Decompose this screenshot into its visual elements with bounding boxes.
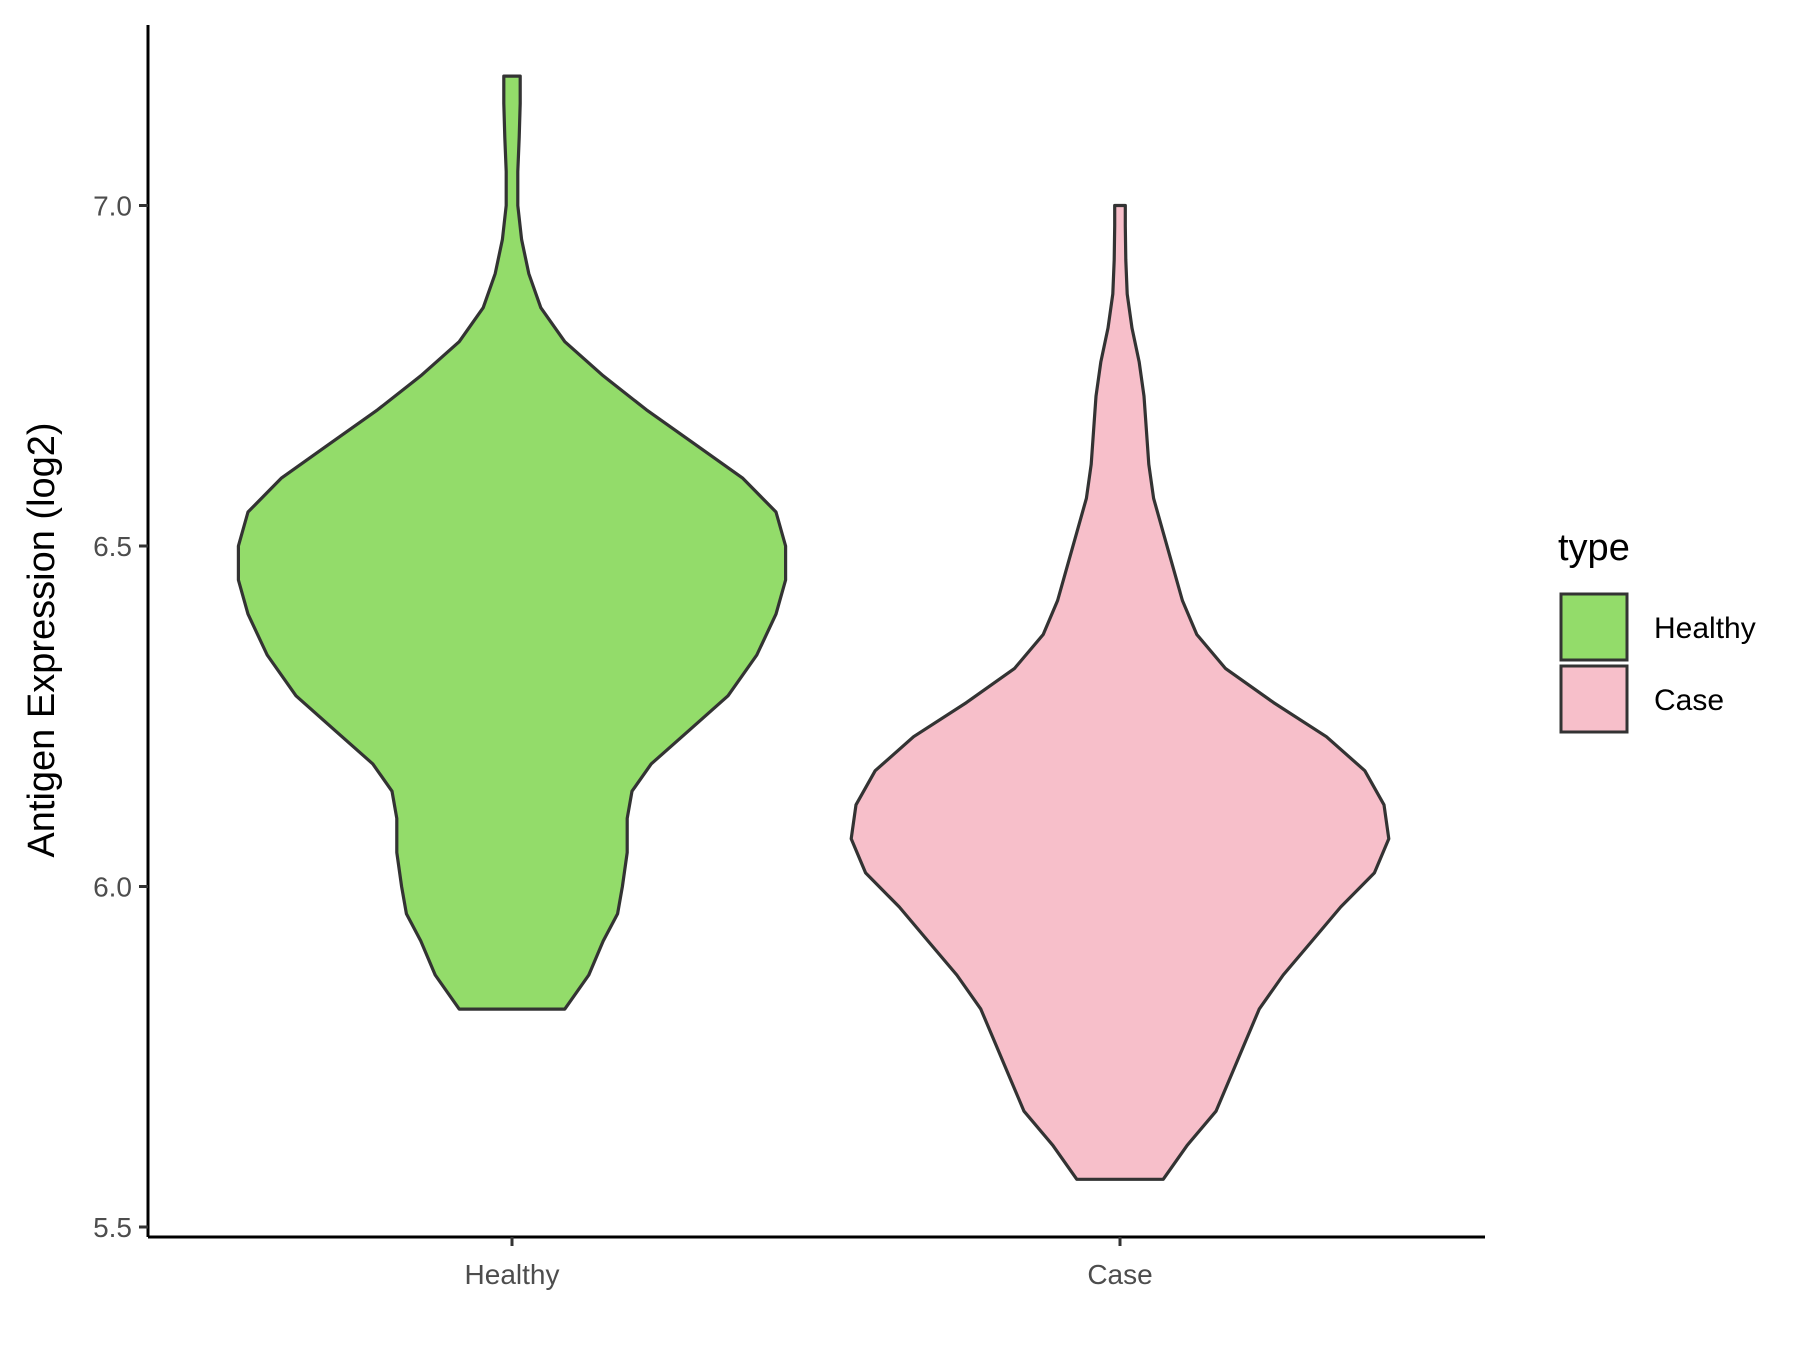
x-tick-label: Healthy [465,1259,560,1290]
axes-layer: 5.5 6.0 6.5 7.0 Healthy Case [93,25,1485,1290]
legend-swatch-case [1559,664,1629,734]
y-tick-label: 6.5 [93,531,132,562]
legend-swatch-healthy [1559,592,1629,662]
legend-label-case: Case [1654,684,1724,717]
legend: type Healthy Case [1558,527,1756,734]
violins-layer [236,74,1391,1181]
violin-healthy [236,74,788,1011]
y-tick-label: 6.0 [93,872,132,903]
y-tick-label: 5.5 [93,1212,132,1243]
x-tick-label: Case [1087,1259,1152,1290]
y-tick-label: 7.0 [93,191,132,222]
legend-label-healthy: Healthy [1654,612,1756,645]
violin-case [849,203,1391,1181]
y-axis-title: Antigen Expression (log2) [21,422,63,857]
legend-title: type [1558,527,1630,569]
